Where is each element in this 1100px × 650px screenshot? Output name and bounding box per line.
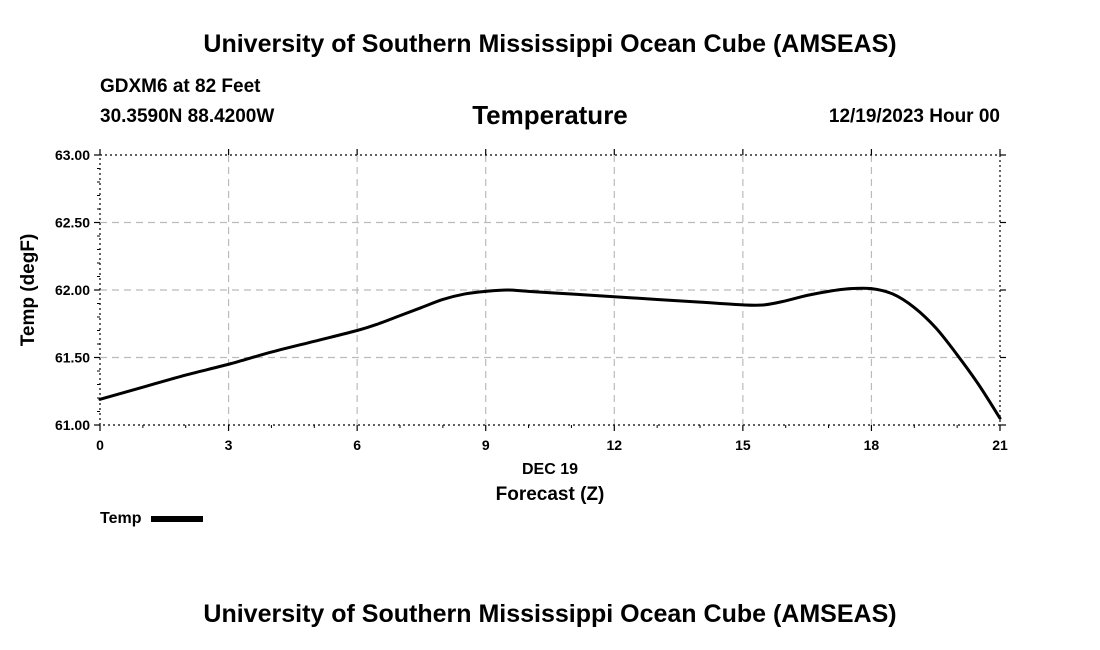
x-tick-label: 18 bbox=[864, 437, 880, 453]
x-tick-label: 15 bbox=[735, 437, 751, 453]
x-tick-label: 12 bbox=[606, 437, 622, 453]
y-axis-label: Temp (degF) bbox=[18, 234, 39, 347]
chart-title: Temperature bbox=[472, 100, 628, 130]
y-tick-label: 61.50 bbox=[55, 350, 90, 366]
y-tick-label: 61.00 bbox=[55, 417, 90, 433]
legend: Temp bbox=[100, 510, 204, 528]
x-tick-label: 21 bbox=[992, 437, 1008, 453]
station-label: GDXM6 at 82 Feet bbox=[100, 76, 261, 97]
temp-series-line bbox=[98, 286, 1002, 420]
bottom-title: University of Southern Mississippi Ocean… bbox=[203, 600, 897, 628]
x-tick-label: 3 bbox=[225, 437, 233, 453]
x-axis-label: Forecast (Z) bbox=[496, 484, 605, 505]
y-tick-label: 63.00 bbox=[55, 147, 90, 163]
x-axis-date-label: DEC 19 bbox=[522, 461, 578, 478]
legend-label: Temp bbox=[100, 510, 142, 527]
top-title: University of Southern Mississippi Ocean… bbox=[203, 30, 897, 58]
y-tick-label: 62.50 bbox=[55, 215, 90, 231]
x-tick-label: 6 bbox=[353, 437, 361, 453]
x-tick-label: 9 bbox=[482, 437, 490, 453]
coordinates-label: 30.3590N 88.4200W bbox=[100, 106, 275, 127]
run-time-label: 12/19/2023 Hour 00 bbox=[828, 106, 1000, 127]
x-tick-label: 0 bbox=[96, 437, 104, 453]
legend-swatch bbox=[151, 516, 204, 522]
y-tick-label: 62.00 bbox=[55, 282, 90, 298]
